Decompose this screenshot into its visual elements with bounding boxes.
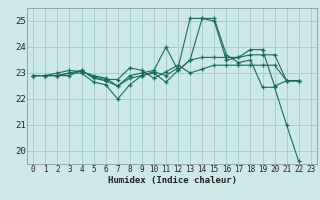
X-axis label: Humidex (Indice chaleur): Humidex (Indice chaleur) [108, 176, 236, 185]
